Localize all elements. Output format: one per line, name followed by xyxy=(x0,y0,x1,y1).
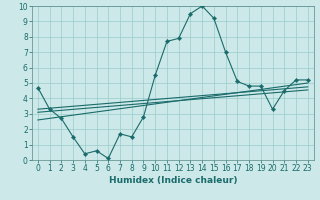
X-axis label: Humidex (Indice chaleur): Humidex (Indice chaleur) xyxy=(108,176,237,185)
